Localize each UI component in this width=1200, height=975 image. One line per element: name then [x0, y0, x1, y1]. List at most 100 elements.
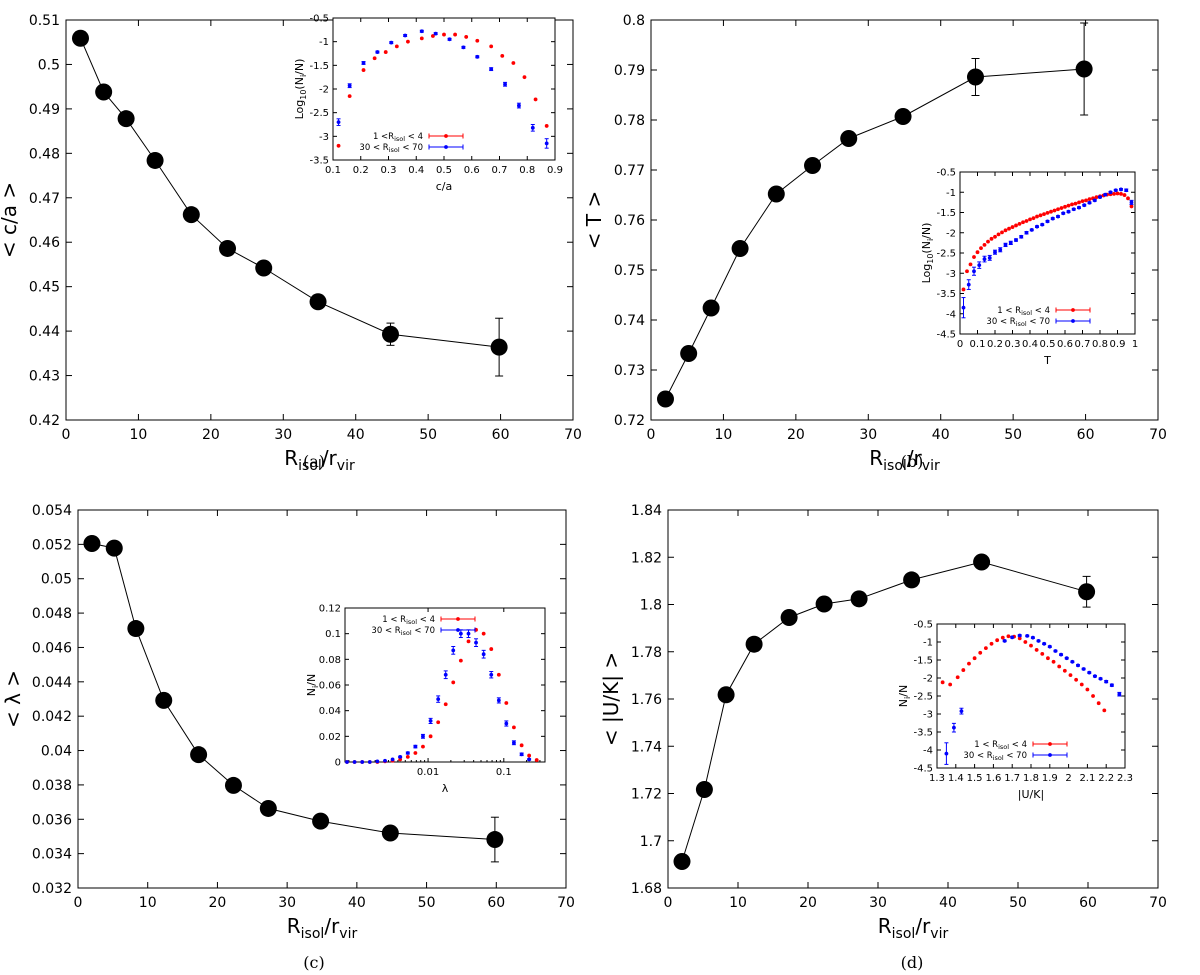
inset-data-point — [489, 647, 494, 651]
inset-x-tick-label: 0.1 — [970, 339, 986, 350]
main-series-line — [665, 68, 1085, 400]
inset-x-tick-label: 0.01 — [417, 767, 439, 778]
inset-data-point — [512, 725, 516, 730]
inset-data-point — [1056, 214, 1060, 219]
inset-data-point — [1031, 216, 1036, 221]
x-tick-label: 40 — [348, 895, 366, 911]
inset-data-point — [1117, 692, 1122, 697]
main-data-point — [155, 691, 173, 709]
inset-data-point — [383, 758, 387, 763]
panel-d: 0 10 20 30 40 50 60 701.681.71.721.741.761.781.… — [599, 503, 1167, 972]
y-tick-label: 0.05 — [41, 572, 72, 588]
inset-data-point — [347, 83, 352, 88]
inset-data-point — [428, 734, 433, 739]
inset-data-point — [522, 75, 527, 80]
panel-caption: (a) — [303, 452, 325, 471]
inset-data-point — [458, 658, 463, 663]
inset-data-point — [1126, 196, 1130, 201]
inset-y-tick-label: -0.5 — [309, 14, 329, 25]
panel-b: 0 10 20 30 40 50 60 700.720.730.740.750.760.770… — [582, 13, 1167, 474]
y-tick-label: 0.042 — [32, 709, 72, 725]
inset-x-tick-label: 1.9 — [1042, 773, 1058, 784]
y-tick-label: 0.47 — [29, 191, 60, 207]
inset-data-point — [419, 29, 424, 34]
inset-data-point — [1079, 682, 1084, 687]
x-tick-label: 70 — [557, 895, 575, 911]
y-tick-label: 0.034 — [32, 847, 72, 863]
x-tick-label: 60 — [1077, 427, 1095, 443]
main-data-point — [146, 151, 164, 169]
inset-data-point — [347, 94, 352, 98]
y-tick-label: 0.46 — [29, 235, 60, 251]
inset-data-point — [1103, 192, 1108, 197]
main-data-point — [780, 608, 798, 626]
inset-x-axis-label: |U/K| — [1018, 788, 1044, 801]
inset-x-tick-label: 0.5 — [1040, 339, 1056, 350]
inset-data-point — [1077, 200, 1081, 205]
inset-data-point — [1112, 191, 1116, 196]
x-tick-label: 20 — [202, 427, 220, 443]
inset-data-point — [940, 680, 945, 685]
inset-data-point — [975, 250, 980, 255]
inset-y-axis-label: Log10(Ni/N) — [920, 223, 935, 284]
inset-data-point — [993, 250, 997, 255]
panel-caption: (b) — [901, 452, 924, 471]
x-tick-label: 30 — [869, 895, 887, 911]
inset-data-point — [979, 246, 983, 251]
y-tick-label: 0.04 — [41, 744, 72, 760]
inset-legend-label: 30 < Risol < 70 — [371, 626, 435, 637]
x-tick-label: 50 — [1004, 427, 1022, 443]
x-tick-label: 30 — [859, 427, 877, 443]
inset-data-point — [519, 743, 524, 748]
inset-data-point — [511, 61, 516, 65]
inset-data-point — [1066, 203, 1071, 208]
inset-y-tick-label: -3 — [923, 710, 933, 721]
panel-caption: (d) — [901, 953, 924, 972]
inset-frame — [344, 607, 546, 763]
y-tick-label: 0.45 — [29, 280, 60, 296]
inset-x-axis-label: c/a — [436, 180, 453, 193]
main-data-point — [966, 68, 984, 86]
main-data-point — [117, 110, 135, 128]
inset-data-point — [464, 35, 469, 39]
x-tick-label: 0 — [664, 895, 673, 911]
y-tick-label: 0.42 — [29, 413, 60, 429]
inset-y-tick-label: -3.5 — [913, 728, 933, 739]
inset-x-tick-label: 0.5 — [436, 165, 452, 176]
main-data-point — [973, 553, 991, 571]
inset-data-point — [1082, 203, 1087, 208]
inset-data-point — [475, 38, 480, 43]
inset-data-point — [1047, 644, 1052, 649]
inset-x-axis-label: λ — [442, 782, 449, 795]
inset-data-point — [475, 54, 480, 59]
inset-data-point — [1003, 243, 1008, 247]
inset-x-tick-label: 1.8 — [1023, 773, 1039, 784]
inset-data-point — [496, 698, 501, 703]
inset-data-point — [389, 40, 394, 45]
inset-data-point — [978, 650, 983, 655]
inset-data-point — [1029, 228, 1034, 232]
inset-y-axis-label: Ni/N — [305, 674, 320, 696]
inset-data-point — [1098, 676, 1103, 681]
inset-data-point — [372, 56, 377, 61]
inset-data-point — [1080, 199, 1085, 204]
inset-x-tick-label: 1.6 — [985, 773, 1001, 784]
inset-data-point — [1057, 664, 1062, 669]
y-axis-label: < T > — [582, 191, 606, 249]
inset-data-point — [1017, 221, 1022, 226]
inset-data-point — [1066, 209, 1071, 214]
x-tick-label: 50 — [419, 427, 437, 443]
inset-data-point — [527, 757, 532, 762]
panel-c: 0 10 20 30 40 50 60 700.0320.0340.0360.0380.040… — [1, 503, 575, 972]
inset-data-point — [1061, 211, 1066, 216]
inset-data-point — [1034, 648, 1039, 652]
inset-data-point — [1087, 670, 1092, 675]
main-series-line — [681, 561, 1087, 862]
main-data-point — [804, 157, 822, 174]
inset-panel-b: 0 0.1 0.2 0.3 0.4 0.5 0.6 0.7 0.8 0.9 1 -4.5 -4 -3.5 -… — [920, 168, 1138, 368]
y-tick-label: 1.84 — [631, 503, 662, 519]
x-tick-label: 0 — [74, 895, 83, 911]
inset-x-tick-label: 1 — [1132, 339, 1138, 350]
inset-data-point — [1062, 668, 1067, 673]
inset-y-tick-label: -1.5 — [936, 208, 956, 219]
